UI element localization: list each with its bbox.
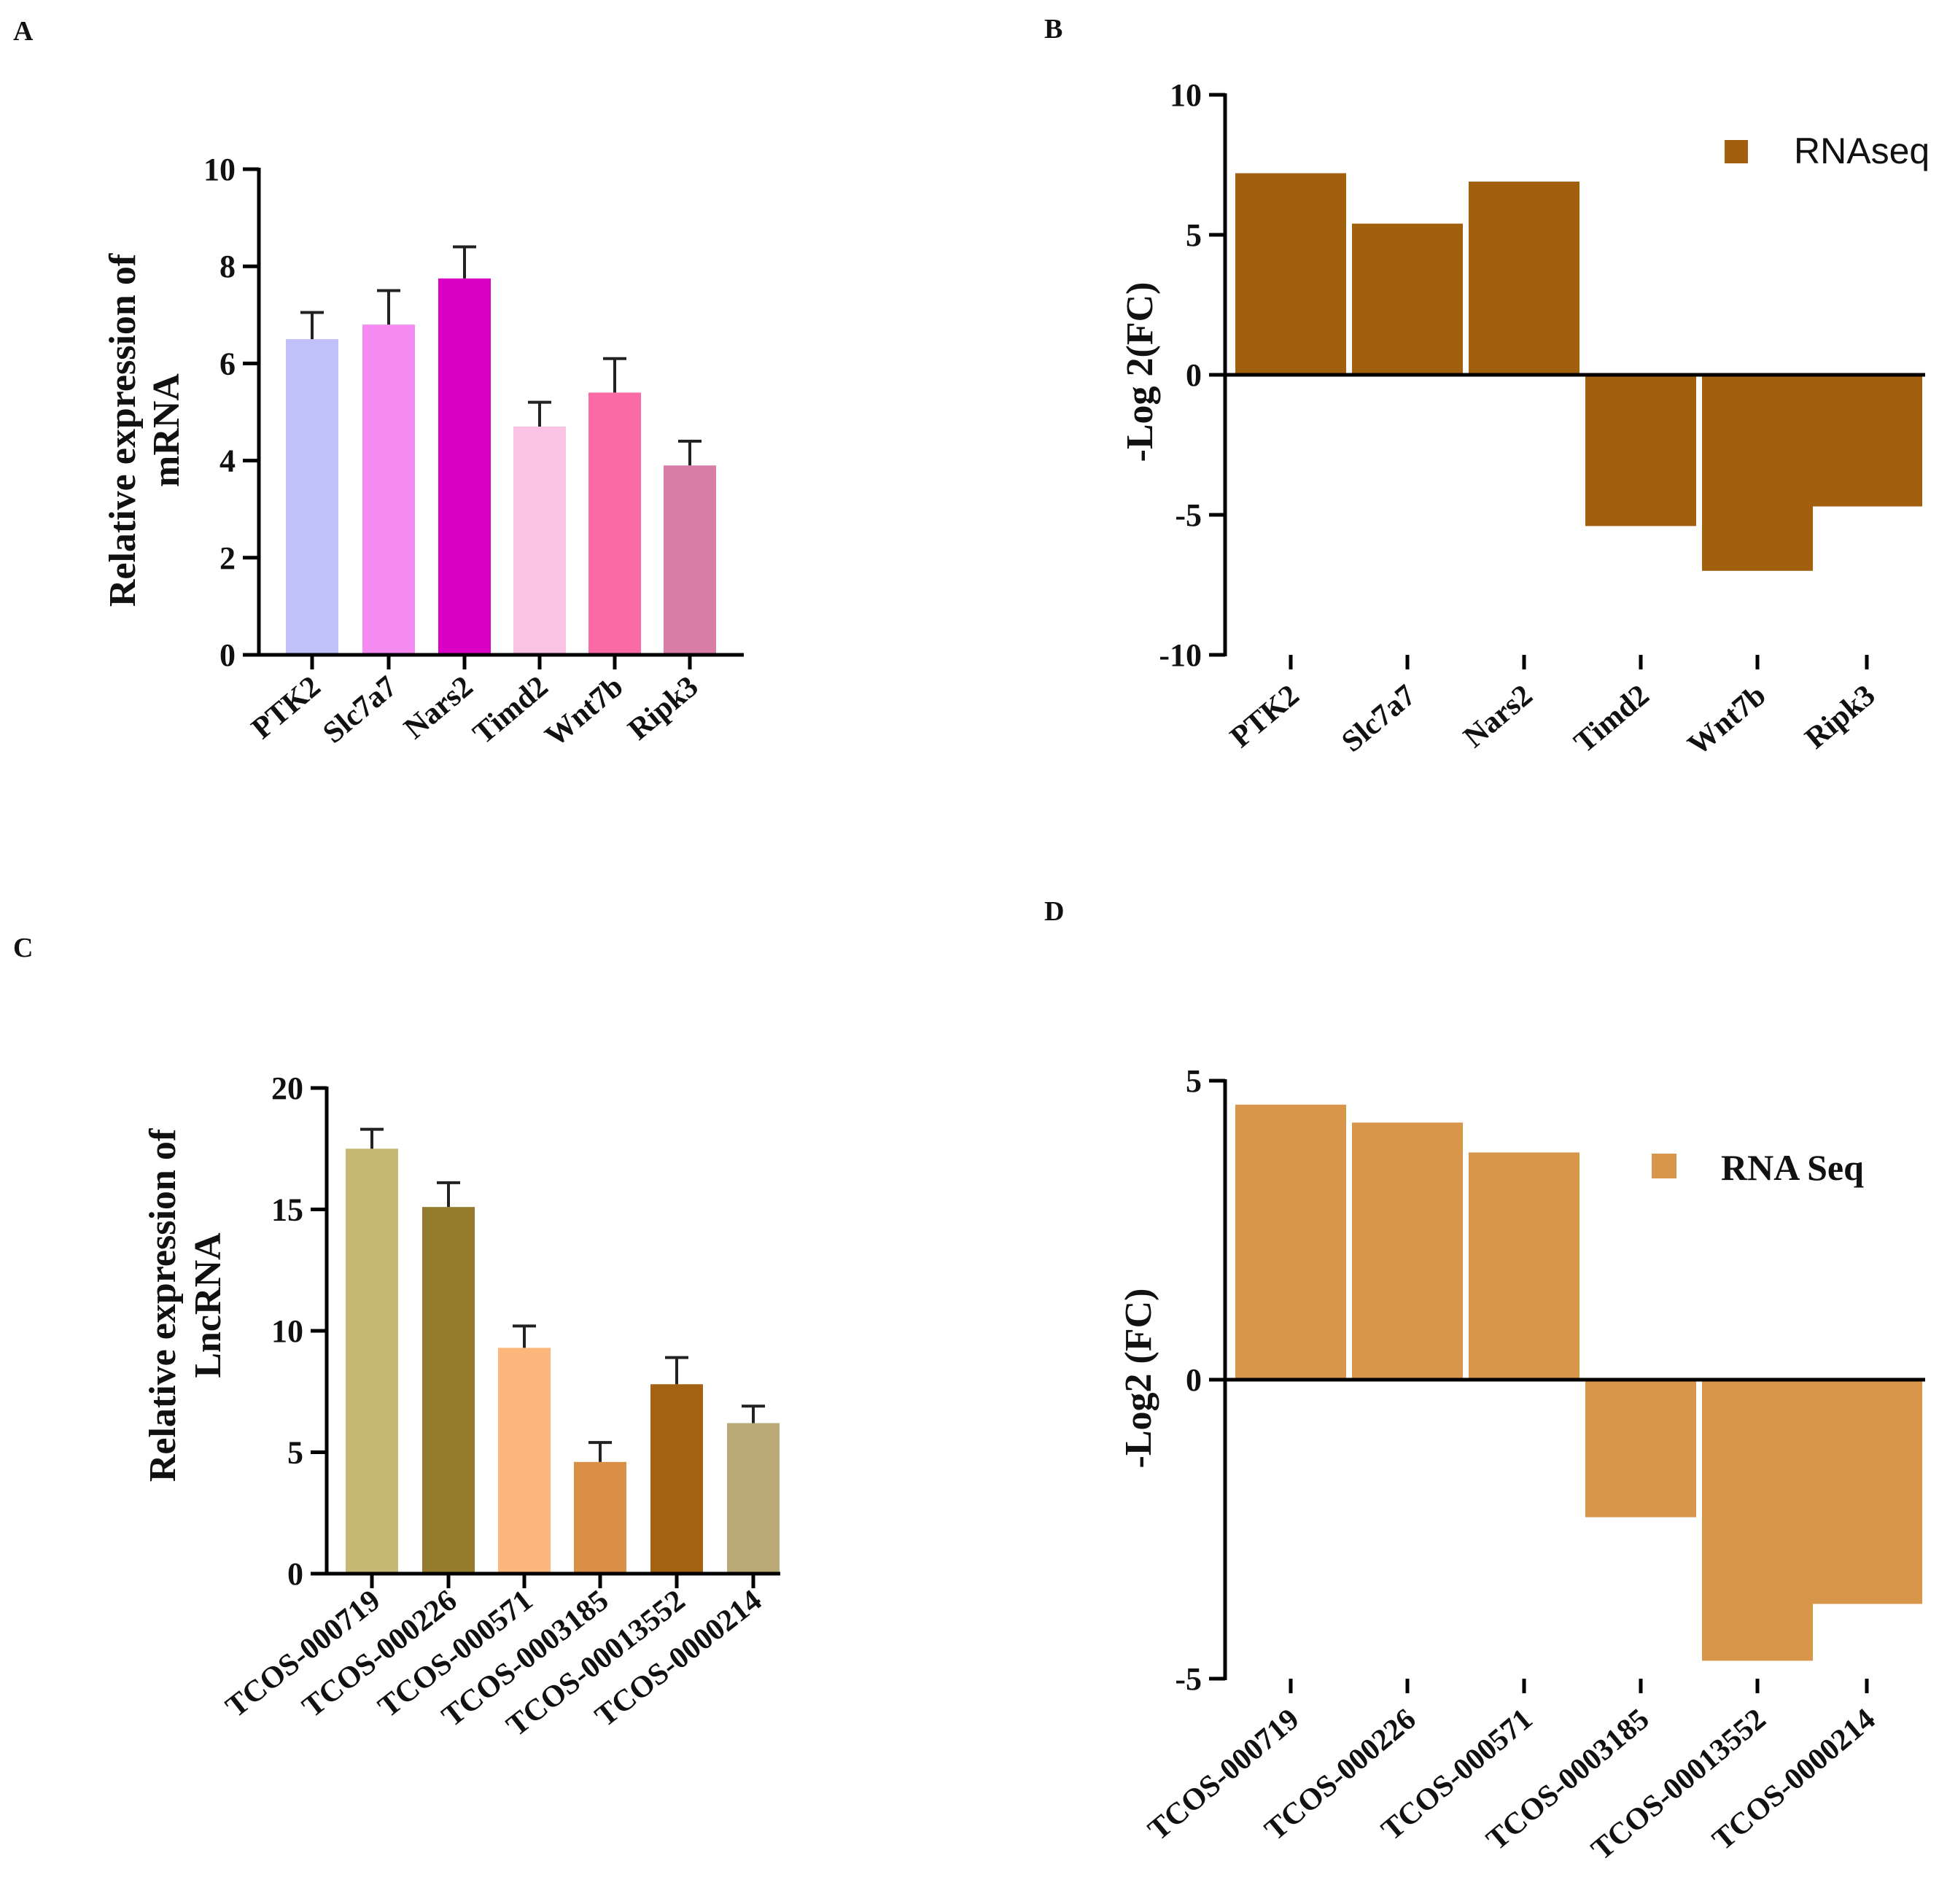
y-tick-label: 10 <box>271 1313 303 1349</box>
bar <box>346 1149 398 1574</box>
x-category-label: Nars2 <box>398 669 480 745</box>
bar <box>1702 1380 1813 1661</box>
y-axis-title: LncRNA <box>187 1232 229 1378</box>
x-category-label: Slc7a7 <box>1335 678 1422 758</box>
bar <box>1352 1122 1463 1380</box>
bar <box>1811 375 1922 507</box>
y-tick-label: 8 <box>219 249 236 284</box>
bar <box>1235 1104 1346 1380</box>
y-axis-title: Relative expression of <box>142 1128 184 1482</box>
bar <box>1702 375 1813 571</box>
y-tick-label: 2 <box>219 540 236 576</box>
y-tick-label: 0 <box>219 637 236 673</box>
bar <box>1469 1152 1579 1380</box>
bar <box>1235 173 1346 375</box>
panel-letter-a: A <box>13 16 34 47</box>
legend-label: RNA Seq <box>1721 1147 1864 1188</box>
x-category-label: Ripk3 <box>1799 678 1882 755</box>
chart-b: -10 -5 0 5 10 PTK2 Slc7a7 Nars2 Timd2 Wnt7b Ripk3 -… <box>1119 77 1930 762</box>
y-axis-title: mRNA <box>146 373 187 487</box>
bar <box>438 278 491 656</box>
y-tick-label: 0 <box>1186 1362 1202 1398</box>
bar <box>1352 223 1463 375</box>
x-category-label: Wnt7b <box>539 669 629 753</box>
y-tick-label: 6 <box>219 346 236 381</box>
bar <box>1585 375 1696 526</box>
bar <box>498 1348 551 1574</box>
legend-label: RNAseq <box>1794 131 1930 171</box>
bar <box>727 1423 780 1574</box>
panel-letter-b: B <box>1044 14 1062 44</box>
x-category-label: Slc7a7 <box>316 669 403 750</box>
bar <box>513 426 566 655</box>
x-category-label: PTK2 <box>246 669 327 745</box>
bar <box>1469 182 1579 376</box>
y-tick-label: 5 <box>1186 217 1202 253</box>
y-axis-title: Relative expression of <box>102 253 144 607</box>
bar <box>1811 1380 1922 1604</box>
x-category-label: Timd2 <box>467 669 554 750</box>
bar <box>422 1207 475 1574</box>
y-tick-label: 10 <box>203 152 236 187</box>
bar <box>574 1461 626 1574</box>
bar <box>588 392 641 655</box>
legend-swatch <box>1652 1154 1676 1178</box>
y-axis-title: -Log 2(FC) <box>1119 282 1161 462</box>
panel-letter-d: D <box>1044 896 1064 927</box>
y-tick-label: 5 <box>1186 1063 1202 1099</box>
y-axis-title: -Log2 (FC) <box>1118 1289 1159 1469</box>
x-category-label: Wnt7b <box>1682 678 1772 762</box>
chart-d: -505TCOS-000719TCOS-000226TCOS-000571TCO… <box>1118 1063 1925 1867</box>
bar <box>664 465 716 655</box>
y-tick-label: 20 <box>271 1070 303 1106</box>
panel-letter-c: C <box>13 933 33 963</box>
y-tick-label: 0 <box>287 1556 303 1592</box>
bar <box>286 339 338 655</box>
x-category-label: Timd2 <box>1568 678 1655 759</box>
x-category-label: Nars2 <box>1458 678 1539 754</box>
bar <box>362 325 415 655</box>
x-category-label: PTK2 <box>1224 678 1306 754</box>
x-category-label: Ripk3 <box>622 669 705 747</box>
y-tick-label: 10 <box>1170 77 1202 113</box>
y-tick-label: 15 <box>271 1192 303 1228</box>
bar <box>650 1384 703 1574</box>
chart-c: 05101520TCOS-000719TCOS-000226TCOS-00057… <box>142 1070 780 1743</box>
y-tick-label: 5 <box>287 1435 303 1471</box>
y-tick-label: -10 <box>1159 637 1202 673</box>
bar <box>1585 1380 1696 1518</box>
y-tick-label: 0 <box>1186 357 1202 393</box>
legend-swatch <box>1725 140 1748 163</box>
y-tick-label: -5 <box>1175 497 1202 533</box>
y-tick-label: 4 <box>219 443 236 479</box>
y-tick-label: -5 <box>1175 1661 1202 1697</box>
